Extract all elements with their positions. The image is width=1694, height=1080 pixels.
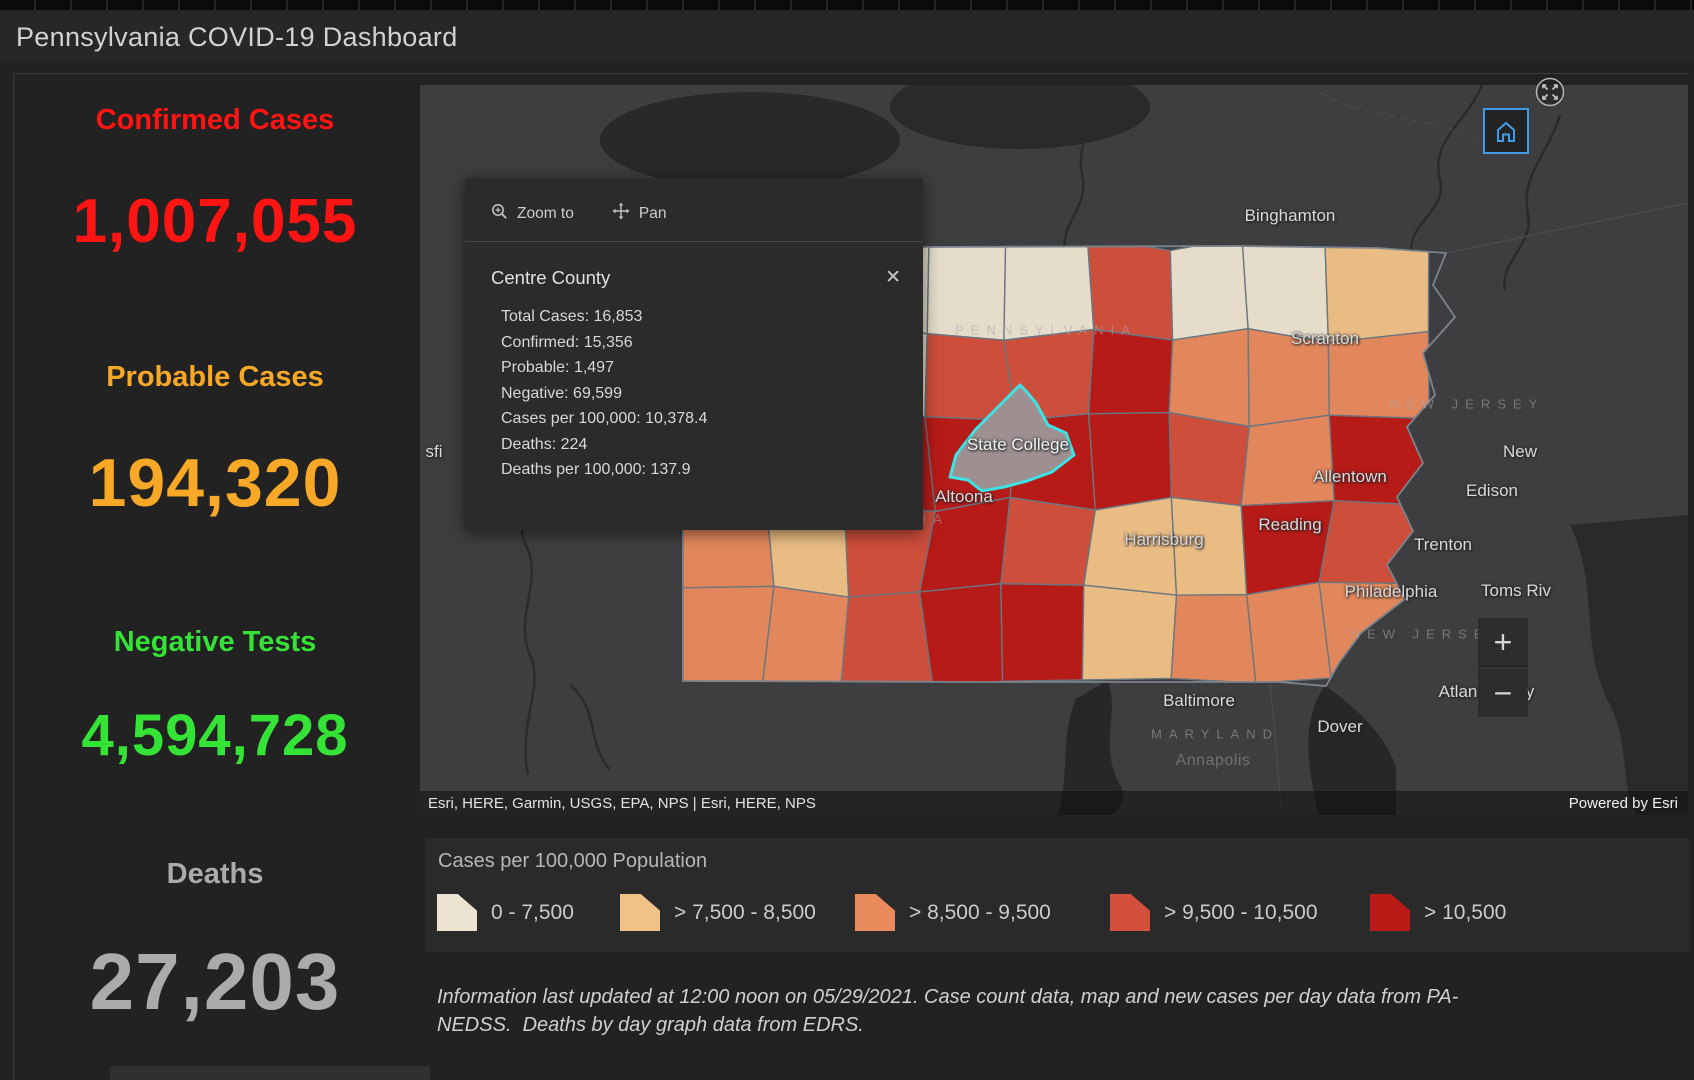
header-bar: Pennsylvania COVID-19 Dashboard [0,10,1694,62]
county-polygon[interactable] [840,591,935,692]
legend-item: 0 - 7,500 [437,894,574,931]
county-polygon[interactable] [1168,411,1250,507]
county-polygon[interactable] [1241,237,1330,344]
county-polygon[interactable] [1170,593,1257,684]
map-canvas[interactable]: Binghamton Scranton Allentown Reading Harris… [420,85,1688,815]
county-polygon[interactable] [1000,582,1085,683]
close-icon[interactable]: ✕ [885,267,901,288]
chesapeake-bay [1058,680,1124,815]
legend-label: > 7,500 - 8,500 [674,900,816,924]
county-polygon[interactable] [1000,496,1097,586]
county-polygon[interactable] [667,585,775,690]
zoom-in-button[interactable]: + [1478,618,1528,667]
county-polygon[interactable] [1327,330,1430,420]
popup-stat-line: Total Cases: 16,853 [501,308,643,325]
popup-stat-line: Confirmed: 15,356 [501,333,633,351]
zoom-out-button[interactable]: − [1478,668,1528,717]
terrain-blob [600,92,900,188]
stat-label-negative-tests: Negative Tests [113,626,317,658]
stat-label-probable-cases: Probable Cases [106,361,324,393]
pan-icon [612,202,630,225]
legend-title: Cases per 100,000 Population [438,850,708,872]
powered-by-esri: Powered by Esri [1568,794,1678,812]
county-polygon[interactable] [1081,584,1178,681]
legend-label: > 8,500 - 9,500 [909,900,1051,924]
popup-stat-line: Negative: 69,599 [501,384,622,402]
county-polygon[interactable] [1082,496,1178,596]
delaware-bay [1308,685,1396,815]
legend-item: > 8,500 - 9,500 [855,894,1051,931]
pennsylvania-outline [682,245,1457,687]
zoom-to-icon [491,203,508,225]
county-polygon[interactable] [1086,236,1174,341]
update-note: Information last updated at 12:00 noon o… [437,986,1459,1036]
county-popup: Zoom to Pan Centre County ✕ Total Cases: … [465,178,923,530]
county-polygon[interactable] [1170,496,1248,596]
legend-swatch [1110,894,1150,931]
popup-actions: Zoom to Pan [465,178,923,242]
county-polygon[interactable] [926,238,1007,341]
page-title: Pennsylvania COVID-19 Dashboard [16,22,458,52]
stat-label-deaths: Deaths [166,858,264,890]
selected-county-centre[interactable] [948,383,1076,493]
pan-button[interactable]: Pan [612,202,667,225]
terrain-blob [890,85,1150,149]
legend-swatch [437,894,477,931]
atlantic-water [1570,515,1688,815]
popup-stat-line: Deaths per 100,000: 137.9 [501,461,691,478]
county-polygon[interactable] [761,585,850,690]
county-polygon[interactable] [1168,327,1250,428]
legend-label: > 10,500 [1424,900,1507,924]
legend-item: > 10,500 [1370,894,1506,931]
map-attribution: Esri, HERE, Garmin, USGS, EPA, NPS | Esr… [420,791,1688,815]
stat-value-confirmed-cases: 1,007,055 [72,187,358,256]
action-label: Zoom to [517,204,574,222]
expand-icon[interactable] [1535,77,1565,107]
legend-swatch [855,894,895,931]
legend-label: > 9,500 - 10,500 [1164,900,1318,924]
county-polygon[interactable] [1087,328,1174,415]
stat-value-negative-tests: 4,594,728 [81,703,349,768]
zoom-to-button[interactable]: Zoom to [491,203,574,225]
legend-swatch [620,894,660,931]
stat-value-probable-cases: 194,320 [88,445,342,521]
county-polygon[interactable] [1240,414,1335,507]
attribution-sources: Esri, HERE, Garmin, USGS, EPA, NPS | Esr… [428,794,816,812]
popup-stat-line: Probable: 1,497 [501,359,614,376]
county-polygon[interactable] [1003,236,1095,341]
filmstrip [0,0,1694,10]
popup-body: Total Cases: 16,853 Confirmed: 15,356 Prob… [501,304,923,483]
legend-panel: Cases per 100,000 Population 0 - 7,500 > … [425,838,1689,952]
legend-swatch [1370,894,1410,931]
county-polygon[interactable] [918,582,1004,692]
home-icon[interactable] [1483,108,1529,154]
popup-stat-line: Cases per 100,000: 10,378.4 [501,410,708,427]
county-polygon[interactable] [1169,237,1249,341]
panel-border [13,73,1689,74]
county-polygon[interactable] [1245,581,1332,684]
popup-stat-line: Deaths: 224 [501,435,588,453]
panel-border [13,73,14,1080]
legend-item: > 9,500 - 10,500 [1110,894,1318,931]
county-polygon[interactable] [1324,240,1430,344]
stat-value-deaths: 27,203 [89,937,341,1026]
action-label: Pan [638,204,667,222]
next-widget-edge [110,1066,430,1080]
county-polygon[interactable] [1087,411,1173,511]
popup-title: Centre County [491,266,611,288]
legend-item: > 7,500 - 8,500 [620,894,816,931]
legend-label: 0 - 7,500 [491,900,574,924]
stat-label-confirmed-cases: Confirmed Cases [95,104,335,136]
county-polygon[interactable] [1247,327,1331,428]
